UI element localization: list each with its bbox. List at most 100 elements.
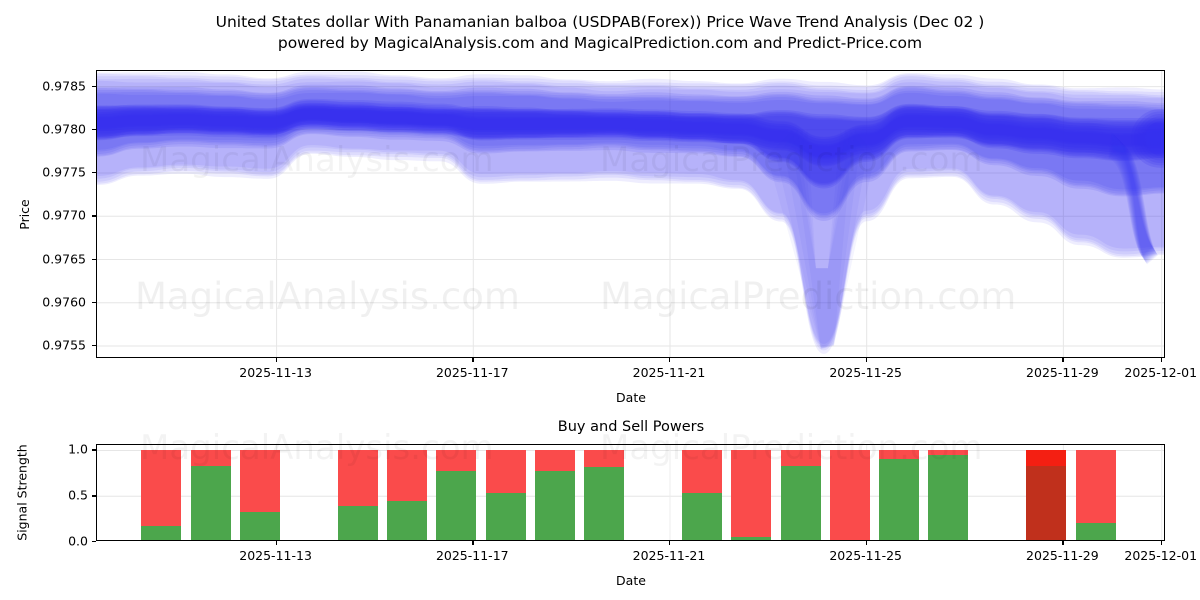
powers-x-tick-label: 2025-11-13 [239, 548, 312, 563]
price-y-tickmark [92, 345, 96, 347]
price-y-tick-label: 0.9785 [42, 78, 86, 94]
power-bar[interactable] [1026, 450, 1067, 540]
price-x-tick-label: 2025-12-01 [1124, 365, 1198, 380]
chart-subtitle: powered by MagicalAnalysis.com and Magic… [277, 34, 923, 52]
powers-x-tickmark [275, 541, 277, 545]
power-bar[interactable] [534, 450, 575, 540]
price-y-tickmark [92, 128, 96, 131]
powers-x-tickmark [1160, 541, 1163, 545]
buy-power-segment [485, 492, 526, 540]
powers-y-tickmark [92, 495, 96, 497]
power-bar[interactable] [583, 450, 624, 540]
powers-x-tick-label: 2025-12-01 [1124, 548, 1198, 563]
price-y-tick-label: 0.9775 [42, 164, 86, 180]
power-bar[interactable] [1075, 450, 1116, 540]
sell-power-segment [829, 450, 870, 540]
price-x-tick-label: 2025-11-17 [435, 365, 509, 380]
buy-power-segment [780, 466, 821, 540]
sell-power-segment [190, 450, 231, 467]
price-y-tickmark [92, 172, 96, 174]
sell-power-segment [878, 450, 919, 459]
sell-power-segment [485, 450, 526, 493]
buy-power-segment [387, 500, 428, 540]
powers-y-tick-label: 0.0 [68, 533, 88, 549]
powers-x-tick-label: 2025-11-25 [829, 548, 902, 563]
price-y-tick-label: 0.9770 [42, 207, 86, 223]
buy-power-segment [338, 506, 379, 540]
sell-power-segment [534, 450, 575, 471]
price-x-axis-label: Date [616, 390, 646, 405]
powers-chart-title: Buy and Sell Powers [557, 419, 705, 435]
power-bar[interactable] [239, 450, 280, 540]
power-bar[interactable] [338, 450, 379, 540]
sell-power-segment [928, 450, 969, 456]
buy-power-segment [1075, 522, 1116, 540]
powers-x-tick-label: 2025-11-17 [435, 548, 509, 563]
buy-power-segment [141, 526, 182, 540]
price-y-tick-label: 0.9755 [42, 337, 86, 353]
sell-power-segment [731, 450, 772, 538]
sell-power-segment [387, 450, 428, 501]
buy-power-segment [928, 455, 969, 540]
powers-x-tickmark [472, 541, 474, 545]
powers-chart-axes [96, 444, 1165, 541]
price-x-tick-label: 2025-11-25 [829, 365, 902, 380]
price-x-tickmark [668, 358, 671, 362]
price-y-tickmark [92, 85, 96, 87]
price-chart-axes [96, 70, 1165, 358]
price-y-tickmark [92, 258, 96, 260]
power-bar[interactable] [928, 450, 969, 540]
buy-power-segment [878, 458, 919, 540]
power-bar[interactable] [436, 450, 477, 540]
sell-power-segment [436, 450, 477, 471]
power-bar[interactable] [485, 450, 526, 540]
price-x-tick-label: 2025-11-29 [1026, 365, 1099, 380]
price-y-tickmark [92, 215, 96, 217]
power-bar[interactable] [731, 450, 772, 540]
price-x-tick-label: 2025-11-13 [239, 365, 312, 380]
powers-x-tickmark [865, 541, 867, 545]
sell-power-segment [583, 450, 624, 467]
powers-y-tick-label: 0.5 [68, 487, 88, 503]
price-y-tickmark [92, 301, 96, 304]
powers-x-tickmark [668, 541, 671, 545]
price-x-tickmark [1062, 358, 1064, 362]
price-x-tickmark [472, 358, 474, 362]
power-bar[interactable] [878, 450, 919, 540]
sell-power-segment [780, 450, 821, 467]
chart-title: United States dollar With Panamanian bal… [215, 13, 985, 31]
price-y-tick-label: 0.9760 [42, 294, 86, 310]
buy-power-segment [436, 470, 477, 540]
powers-y-tick-label: 1.0 [68, 441, 88, 457]
buy-power-segment [190, 466, 231, 540]
sell-power-segment [338, 450, 379, 507]
price-x-tickmark [275, 358, 277, 362]
powers-x-tick-label: 2025-11-29 [1026, 548, 1099, 563]
powers-x-tickmark [1062, 541, 1064, 545]
powers-y-tickmark [92, 449, 96, 451]
buy-power-segment [583, 466, 624, 540]
price-x-tickmark [1160, 358, 1163, 362]
powers-y-tickmark [92, 541, 96, 543]
sell-power-segment [141, 450, 182, 527]
power-bar[interactable] [682, 450, 723, 540]
buy-power-segment [239, 511, 280, 540]
sell-power-segment [1075, 450, 1116, 523]
power-bar[interactable] [190, 450, 231, 540]
power-bar[interactable] [829, 450, 870, 540]
sell-power-highlight [1026, 450, 1067, 467]
price-x-tickmark [865, 358, 867, 362]
buy-power-segment [682, 492, 723, 540]
power-bar[interactable] [141, 450, 182, 540]
powers-x-axis-label: Date [616, 573, 646, 588]
buy-power-segment [731, 537, 772, 540]
sell-power-segment [682, 450, 723, 493]
price-x-tick-label: 2025-11-21 [632, 365, 706, 380]
power-bar[interactable] [780, 450, 821, 540]
sell-power-segment [239, 450, 280, 512]
price-y-tick-label: 0.9780 [42, 121, 86, 137]
price-y-tick-label: 0.9765 [42, 251, 86, 267]
powers-y-axis-label: Signal Strength [14, 444, 30, 541]
power-bar[interactable] [387, 450, 428, 540]
